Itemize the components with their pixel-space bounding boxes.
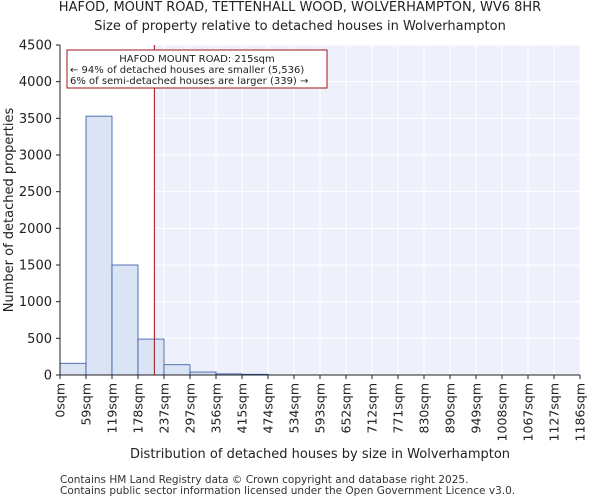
annotation-box: HAFOD MOUNT ROAD: 215sqm ← 94% of detach… <box>66 49 328 89</box>
x-tick-label: 771sqm <box>391 383 406 433</box>
x-tick-label: 474sqm <box>261 383 276 433</box>
chart-subtitle: Size of property relative to detached ho… <box>94 19 506 34</box>
y-tick-label: 4000 <box>19 75 52 90</box>
x-tick-label: 297sqm <box>183 383 198 433</box>
y-tick-label: 2500 <box>19 185 52 200</box>
x-tick-label: 534sqm <box>287 383 302 433</box>
grid-lines <box>59 44 581 376</box>
x-tick-labels: 0sqm 59sqm 119sqm 178sqm 237sqm 297sqm 356sqm 4… <box>53 375 588 441</box>
bar <box>163 364 191 376</box>
y-tick-label: 3500 <box>19 112 52 127</box>
y-tick-label: 1500 <box>19 259 52 274</box>
x-tick-label: 830sqm <box>417 383 432 433</box>
x-tick-label: 237sqm <box>157 383 172 433</box>
bars <box>59 115 269 376</box>
x-tick-label: 712sqm <box>365 383 380 433</box>
x-axis-label: Distribution of detached houses by size … <box>130 447 510 462</box>
x-tick-label: 1008sqm <box>495 383 510 441</box>
bar <box>59 362 87 376</box>
y-tick-label: 3000 <box>19 149 52 164</box>
annotation-larger-line: 6% of semi-detached houses are larger (3… <box>70 76 308 87</box>
y-tick-label: 500 <box>27 332 52 347</box>
annotation-smaller-line: ← 94% of detached houses are smaller (5,… <box>70 65 304 76</box>
x-tick-label: 1186sqm <box>573 383 588 441</box>
x-tick-label: 119sqm <box>105 383 120 433</box>
annotation-title: HAFOD MOUNT ROAD: 215sqm <box>119 54 275 65</box>
footer-licence: Contains public sector information licen… <box>60 485 516 497</box>
x-tick-label: 949sqm <box>469 383 484 433</box>
y-tick-label: 2000 <box>19 222 52 237</box>
x-tick-label: 593sqm <box>313 383 328 433</box>
x-tick-label: 415sqm <box>235 383 250 433</box>
bar <box>85 115 113 376</box>
x-tick-label: 0sqm <box>53 383 68 418</box>
bar <box>111 264 139 376</box>
x-tick-label: 652sqm <box>339 383 354 433</box>
chart-title-address: HAFOD, MOUNT ROAD, TETTENHALL WOOD, WOLV… <box>58 0 542 15</box>
x-tick-label: 178sqm <box>131 383 146 433</box>
y-tick-label: 4500 <box>19 39 52 54</box>
x-tick-label: 1067sqm <box>521 383 536 441</box>
x-tick-label: 59sqm <box>79 383 94 426</box>
annotation-border <box>66 49 328 89</box>
x-tick-label: 1127sqm <box>547 383 562 441</box>
bar <box>137 338 165 376</box>
y-tick-labels: 0 500 1000 1500 2000 2500 3000 3500 4000 4500 <box>19 39 60 384</box>
y-tick-label: 1000 <box>19 295 52 310</box>
x-tick-label: 890sqm <box>443 383 458 433</box>
y-axis-label: Number of detached properties <box>2 108 17 313</box>
plot-background-right <box>154 45 580 375</box>
y-tick-label: 0 <box>44 369 52 384</box>
footer-copyright: Contains HM Land Registry data © Crown c… <box>60 474 469 486</box>
x-tick-label: 356sqm <box>209 383 224 433</box>
